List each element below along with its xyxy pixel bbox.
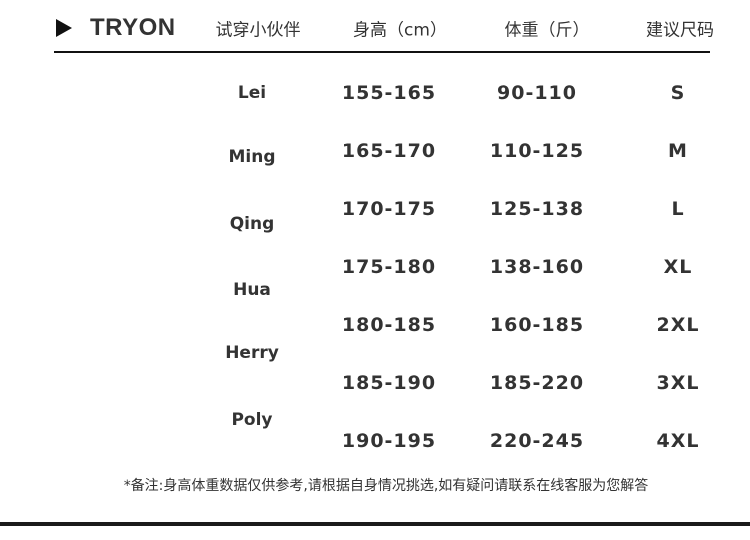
bottom-divider: [0, 522, 750, 526]
brand-logo: TRYON: [90, 14, 176, 41]
height-range: 165-170: [341, 140, 437, 162]
recommended-size: 2XL: [656, 314, 700, 336]
recommended-size: XL: [663, 256, 693, 278]
height-range: 175-180: [341, 256, 437, 278]
recommended-size: L: [671, 198, 685, 220]
height-range: 170-175: [341, 198, 437, 220]
height-range: 185-190: [341, 372, 437, 394]
partner-name: Lei: [237, 83, 267, 103]
weight-range: 220-245: [489, 430, 585, 452]
weight-range: 160-185: [489, 314, 585, 336]
triangle-play-icon: [56, 19, 72, 37]
recommended-size: 4XL: [656, 430, 700, 452]
recommended-size: 3XL: [656, 372, 700, 394]
weight-range: 185-220: [489, 372, 585, 394]
partner-name: Hua: [233, 280, 271, 300]
partner-name: Poly: [231, 410, 273, 430]
partner-name: Herry: [225, 343, 279, 363]
header-divider: [54, 51, 710, 53]
weight-range: 110-125: [489, 140, 585, 162]
weight-range: 138-160: [489, 256, 585, 278]
weight-range: 90-110: [497, 82, 577, 104]
recommended-size: S: [670, 82, 686, 104]
column-header-partner: 试穿小伙伴: [215, 20, 301, 41]
height-range: 155-165: [341, 82, 437, 104]
partner-name: Ming: [228, 147, 276, 167]
weight-range: 125-138: [489, 198, 585, 220]
height-range: 180-185: [341, 314, 437, 336]
recommended-size: M: [668, 140, 688, 162]
column-header-weight: 体重（斤）: [504, 20, 590, 41]
column-header-height: 身高（cm）: [353, 20, 447, 41]
column-header-size: 建议尺码: [646, 20, 714, 41]
partner-name: Qing: [229, 214, 275, 234]
height-range: 190-195: [341, 430, 437, 452]
footnote: *备注:身高体重数据仅供参考,请根据自身情况挑选,如有疑问请联系在线客服为您解答: [123, 478, 649, 494]
